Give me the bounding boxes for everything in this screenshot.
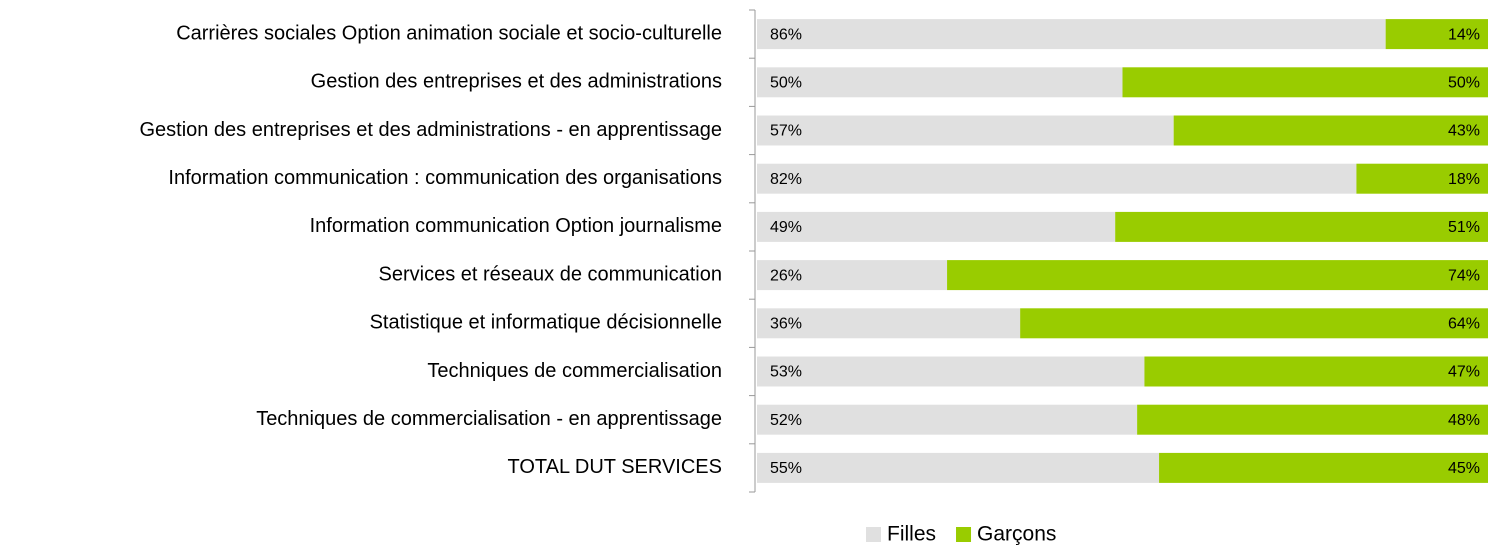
bar-segment (1173, 115, 1488, 146)
bar-segment (757, 19, 1386, 50)
bar-segment (1385, 19, 1488, 50)
category-label: Gestion des entreprises et des administr… (311, 71, 722, 93)
bar-segment (757, 452, 1160, 483)
bar-segment (757, 163, 1357, 194)
bar-segment (1115, 211, 1488, 242)
bar-segment (1020, 308, 1488, 339)
legend-label: Garçons (977, 523, 1056, 546)
category-label: Gestion des entreprises et des administr… (139, 119, 722, 141)
bar-segment (757, 115, 1174, 146)
category-label: Information communication : communicatio… (168, 167, 722, 189)
value-label: 50% (770, 75, 802, 92)
value-label: 57% (770, 123, 802, 140)
value-label: 50% (1448, 75, 1480, 92)
value-label: 36% (770, 316, 802, 333)
bar-segment (947, 260, 1488, 291)
category-label: Services et réseaux de communication (379, 263, 723, 285)
bar-segment (757, 356, 1145, 387)
value-label: 26% (770, 267, 802, 284)
value-label: 51% (1448, 219, 1480, 236)
legend-swatch (866, 527, 881, 542)
bar-segment (757, 211, 1116, 242)
bar-segment (757, 260, 948, 291)
value-label: 45% (1448, 460, 1480, 477)
bar-segment (1356, 163, 1488, 194)
value-label: 43% (1448, 123, 1480, 140)
value-label: 55% (770, 460, 802, 477)
value-label: 82% (770, 171, 802, 188)
value-label: 86% (770, 26, 802, 43)
bar-segment (757, 404, 1138, 435)
value-label: 74% (1448, 267, 1480, 284)
value-label: 49% (770, 219, 802, 236)
category-label: Techniques de commercialisation (427, 360, 722, 382)
category-label: Statistique et informatique décisionnell… (370, 312, 722, 334)
value-label: 52% (770, 412, 802, 429)
category-label: Information communication Option journal… (310, 215, 722, 237)
bar-segment (1122, 67, 1488, 98)
value-label: 18% (1448, 171, 1480, 188)
value-label: 14% (1448, 26, 1480, 43)
bar-segment (1144, 356, 1488, 387)
legend-label: Filles (887, 523, 936, 546)
bar-segment (1137, 404, 1488, 435)
category-label: Carrières sociales Option animation soci… (176, 22, 722, 44)
bar-segment (757, 67, 1123, 98)
category-label: Techniques de commercialisation - en app… (256, 408, 722, 430)
value-label: 47% (1448, 364, 1480, 381)
value-label: 64% (1448, 316, 1480, 333)
value-label: 48% (1448, 412, 1480, 429)
bar-segment (757, 308, 1021, 339)
value-label: 53% (770, 364, 802, 381)
category-label: TOTAL DUT SERVICES (507, 456, 722, 478)
legend-swatch (956, 527, 972, 542)
bar-segment (1159, 452, 1488, 483)
